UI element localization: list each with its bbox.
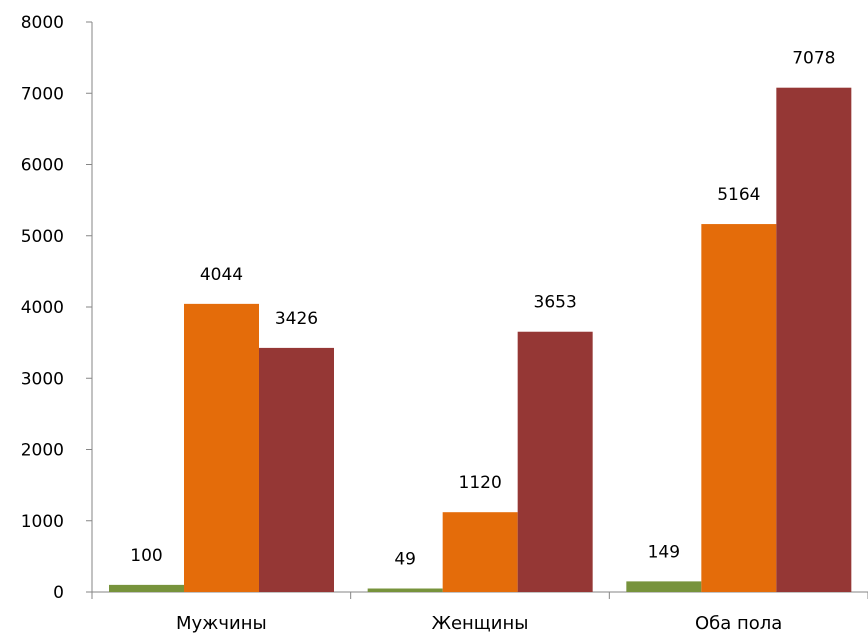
data-label: 5164 [717, 185, 760, 205]
data-label: 3653 [534, 293, 577, 313]
y-tick-label: 2000 [21, 441, 64, 461]
bar [367, 588, 443, 592]
data-label: 1120 [459, 473, 502, 493]
category-labels: Мужчины Женщины Оба пола [176, 613, 782, 634]
y-tick-label: 4000 [21, 298, 64, 318]
bar [776, 87, 852, 592]
category-label: Оба пола [695, 613, 782, 634]
category-label: Женщины [432, 613, 529, 634]
y-tick-label: 1000 [21, 512, 64, 532]
data-label: 149 [648, 542, 680, 562]
y-tick-label: 5000 [21, 227, 64, 247]
bar [442, 512, 518, 592]
y-tick-label: 0 [53, 583, 64, 603]
bar [701, 224, 777, 592]
category-label: Мужчины [176, 613, 267, 634]
data-label: 4044 [200, 265, 243, 285]
bar [259, 347, 334, 592]
y-tick-label: 7000 [21, 84, 64, 104]
data-label: 100 [130, 546, 162, 566]
bars [109, 87, 852, 592]
data-labels: 100 4044 3426 49 1120 3653 149 5164 7078 [130, 49, 835, 570]
bar [184, 303, 259, 592]
data-label: 7078 [792, 49, 835, 69]
data-label: 3426 [275, 309, 318, 329]
y-tick-label: 3000 [21, 369, 64, 389]
y-axis-ticks: 0 1000 2000 3000 4000 5000 6000 7000 8000 [21, 13, 92, 603]
y-tick-label: 8000 [21, 13, 64, 33]
y-tick-label: 6000 [21, 156, 64, 176]
bar [109, 584, 184, 592]
bar [626, 581, 702, 592]
bar [517, 331, 593, 592]
data-label: 49 [394, 550, 416, 570]
